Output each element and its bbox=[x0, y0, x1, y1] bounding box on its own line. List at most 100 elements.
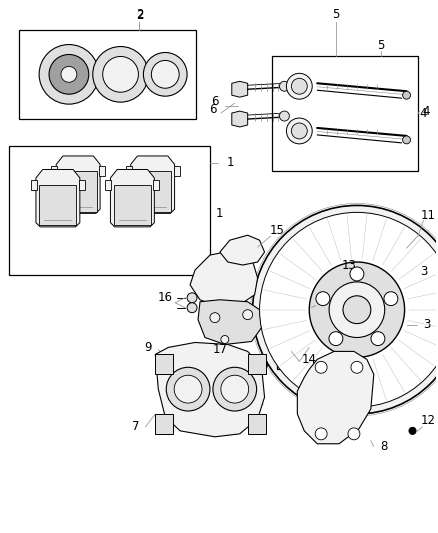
Bar bbox=[247, 414, 265, 434]
Circle shape bbox=[61, 67, 77, 82]
Polygon shape bbox=[114, 184, 151, 225]
Text: 12: 12 bbox=[421, 415, 436, 427]
Text: 6: 6 bbox=[211, 95, 219, 108]
Circle shape bbox=[349, 306, 393, 350]
Circle shape bbox=[403, 136, 410, 144]
Circle shape bbox=[329, 282, 385, 337]
Circle shape bbox=[359, 316, 383, 340]
Circle shape bbox=[253, 205, 438, 414]
Circle shape bbox=[279, 279, 330, 330]
Circle shape bbox=[291, 123, 307, 139]
Circle shape bbox=[49, 54, 89, 94]
Circle shape bbox=[243, 310, 253, 320]
Polygon shape bbox=[190, 250, 258, 308]
Circle shape bbox=[301, 333, 308, 340]
Circle shape bbox=[328, 317, 335, 324]
Bar bbox=[19, 30, 196, 119]
Circle shape bbox=[279, 111, 290, 121]
Circle shape bbox=[174, 375, 202, 403]
Circle shape bbox=[187, 303, 197, 313]
Circle shape bbox=[384, 292, 398, 305]
Circle shape bbox=[279, 82, 290, 91]
Bar bbox=[155, 354, 173, 374]
Circle shape bbox=[213, 367, 257, 411]
Circle shape bbox=[273, 317, 280, 324]
Circle shape bbox=[93, 46, 148, 102]
Text: 4: 4 bbox=[420, 107, 427, 119]
Circle shape bbox=[286, 74, 312, 99]
Polygon shape bbox=[297, 351, 374, 444]
Circle shape bbox=[343, 296, 371, 324]
Bar bbox=[277, 285, 406, 369]
Text: 13: 13 bbox=[342, 259, 357, 271]
Circle shape bbox=[350, 267, 364, 281]
Circle shape bbox=[267, 267, 342, 343]
Circle shape bbox=[221, 375, 249, 403]
Circle shape bbox=[152, 60, 179, 88]
Circle shape bbox=[273, 285, 280, 292]
Circle shape bbox=[309, 262, 405, 357]
Polygon shape bbox=[134, 171, 171, 212]
Circle shape bbox=[298, 299, 310, 311]
Circle shape bbox=[187, 293, 197, 303]
Bar bbox=[9, 146, 210, 275]
Text: 1: 1 bbox=[216, 207, 224, 220]
Bar bbox=[174, 166, 180, 176]
Circle shape bbox=[316, 292, 330, 305]
Circle shape bbox=[371, 332, 385, 345]
Text: 2: 2 bbox=[136, 8, 143, 21]
Text: 5: 5 bbox=[332, 8, 340, 21]
Text: 8: 8 bbox=[380, 440, 388, 453]
Bar bbox=[153, 180, 159, 190]
Polygon shape bbox=[220, 235, 265, 265]
Circle shape bbox=[303, 314, 331, 342]
Circle shape bbox=[328, 285, 335, 292]
Text: 4: 4 bbox=[423, 104, 430, 118]
Text: 5: 5 bbox=[377, 39, 385, 52]
Circle shape bbox=[39, 45, 99, 104]
Circle shape bbox=[315, 361, 327, 373]
Polygon shape bbox=[232, 111, 247, 127]
Circle shape bbox=[210, 313, 220, 322]
Text: 3: 3 bbox=[420, 265, 427, 278]
Circle shape bbox=[348, 428, 360, 440]
Circle shape bbox=[315, 428, 327, 440]
Polygon shape bbox=[232, 82, 247, 97]
Circle shape bbox=[221, 335, 229, 343]
Polygon shape bbox=[60, 171, 97, 212]
Text: 1: 1 bbox=[227, 156, 234, 169]
Text: 3: 3 bbox=[423, 318, 430, 331]
Circle shape bbox=[166, 367, 210, 411]
Circle shape bbox=[256, 358, 268, 370]
Circle shape bbox=[293, 303, 342, 352]
Text: 15: 15 bbox=[270, 224, 285, 237]
Circle shape bbox=[286, 118, 312, 144]
Bar bbox=[272, 56, 418, 171]
Bar bbox=[51, 166, 57, 176]
Circle shape bbox=[143, 52, 187, 96]
Text: 17: 17 bbox=[212, 343, 227, 356]
Polygon shape bbox=[198, 300, 261, 344]
Bar bbox=[155, 414, 173, 434]
Circle shape bbox=[301, 270, 308, 277]
Text: 9: 9 bbox=[145, 341, 152, 354]
Bar bbox=[79, 180, 85, 190]
Circle shape bbox=[291, 78, 307, 94]
Text: 6: 6 bbox=[209, 102, 217, 116]
Bar bbox=[247, 354, 265, 374]
Text: 14: 14 bbox=[302, 353, 317, 366]
Polygon shape bbox=[36, 169, 80, 227]
Circle shape bbox=[329, 332, 343, 345]
Text: 11: 11 bbox=[421, 209, 436, 222]
Bar bbox=[31, 180, 37, 190]
Polygon shape bbox=[39, 184, 77, 225]
Polygon shape bbox=[110, 169, 154, 227]
Circle shape bbox=[260, 212, 438, 407]
Polygon shape bbox=[56, 156, 100, 213]
Text: 16: 16 bbox=[158, 291, 173, 304]
Polygon shape bbox=[268, 272, 341, 343]
Bar bbox=[99, 166, 105, 176]
Text: 2: 2 bbox=[136, 9, 143, 22]
Circle shape bbox=[102, 56, 138, 92]
Circle shape bbox=[409, 427, 416, 434]
